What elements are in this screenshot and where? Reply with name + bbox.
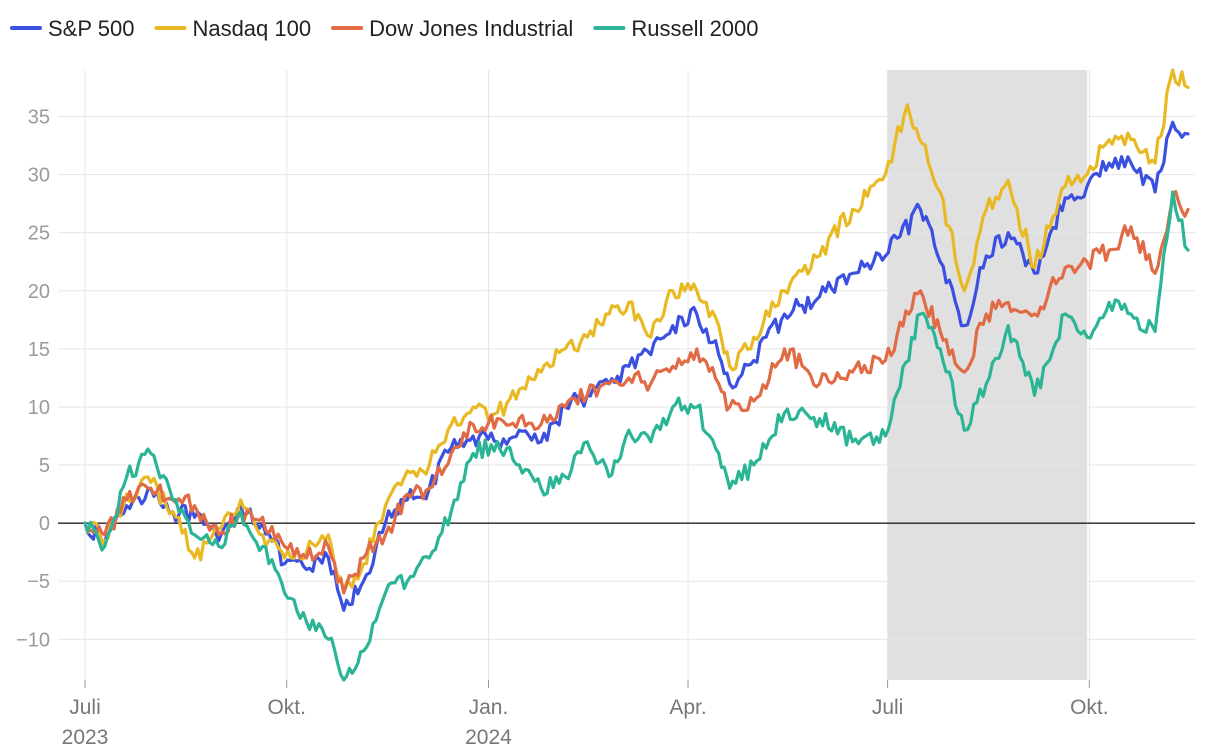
- y-tick-label: 25: [28, 223, 50, 245]
- y-axis-ticks: −10 −5 0 5 10 15 20 25 30 35: [16, 106, 50, 651]
- legend: S&P 500 Nasdaq 100 Dow Jones Industrial Rus…: [10, 16, 759, 41]
- y-tick-label: −5: [27, 571, 50, 593]
- y-tick-label: 5: [39, 455, 50, 477]
- series-line-s-p-500: [83, 120, 1190, 612]
- x-axis-ticks: Juli 2023 Okt. Jan. 2024 Apr. Juli Okt.: [62, 680, 1109, 749]
- shaded-region-layer: [887, 70, 1088, 680]
- y-tick-label: 0: [39, 513, 50, 535]
- x-tick-label: Okt.: [1070, 696, 1109, 719]
- series-line-dow-jones-industrial: [83, 190, 1190, 595]
- x-tick-label: Okt.: [267, 696, 306, 719]
- grid-layer: [58, 70, 1195, 680]
- series-line-nasdaq-100: [83, 68, 1190, 595]
- legend-label: S&P 500: [48, 16, 134, 41]
- y-tick-label: 20: [28, 281, 50, 303]
- y-tick-label: 30: [28, 165, 50, 187]
- y-tick-label: 35: [28, 106, 50, 128]
- y-tick-label: 10: [28, 397, 50, 419]
- x-tick-label: Jan.: [469, 696, 509, 719]
- legend-label: Dow Jones Industrial: [369, 16, 573, 41]
- series-line-russell-2000: [83, 190, 1190, 682]
- x-tick-year-label: 2024: [465, 726, 512, 749]
- x-tick-label: Juli: [69, 696, 101, 719]
- shaded-region: [887, 70, 1088, 680]
- y-tick-label: 15: [28, 339, 50, 361]
- x-tick-label: Apr.: [669, 696, 706, 719]
- series-layer: [83, 68, 1190, 682]
- x-tick-year-label: 2023: [62, 726, 109, 749]
- legend-label: Russell 2000: [631, 16, 758, 41]
- legend-label: Nasdaq 100: [192, 16, 311, 41]
- y-tick-label: −10: [16, 629, 50, 651]
- x-tick-label: Juli: [872, 696, 904, 719]
